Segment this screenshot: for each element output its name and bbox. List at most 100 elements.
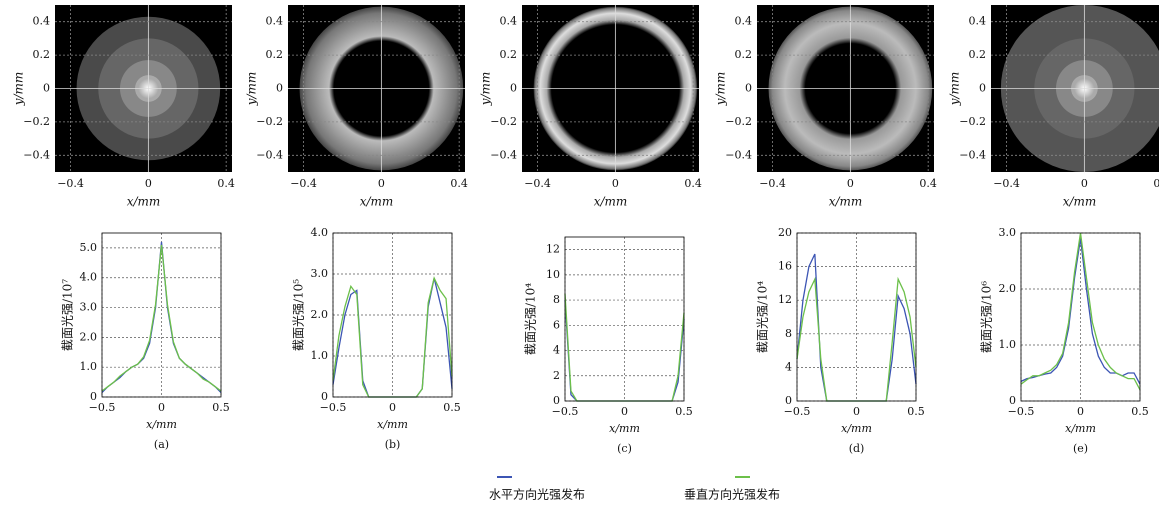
y-tick-label: 0 — [553, 394, 560, 407]
x-tick-label: 0 — [621, 405, 628, 418]
y-tick-label: 10 — [546, 268, 560, 281]
x-tick-label: 0 — [612, 177, 619, 190]
plot-frame — [332, 232, 453, 398]
y-tick-label: 3.0 — [80, 301, 98, 314]
x-tick-label: 0 — [1077, 405, 1084, 418]
x-tick-label: −0.4 — [524, 177, 551, 190]
y-axis-label: y/mm — [12, 72, 26, 107]
y-tick-label: 0 — [745, 82, 752, 95]
x-axis-label: x/mm — [146, 418, 177, 431]
plot-frame — [1020, 232, 1141, 402]
x-tick-label: −0.4 — [57, 177, 84, 190]
series-line — [101, 244, 222, 392]
y-axis-label: 截面光强/10⁶ — [980, 281, 994, 353]
y-tick-label: 3.0 — [311, 267, 329, 280]
y-axis-label: 截面光强/10⁵ — [292, 279, 306, 351]
y-tick-label: −0.4 — [256, 148, 283, 161]
x-tick-label: 0.5 — [907, 405, 925, 418]
x-tick-label: 0.5 — [1131, 405, 1149, 418]
y-axis-label: y/mm — [479, 72, 493, 107]
y-tick-label: 0 — [785, 394, 792, 407]
x-tick-label: −0.5 — [784, 405, 811, 418]
x-tick-label: 0 — [853, 405, 860, 418]
y-tick-label: −0.2 — [23, 115, 50, 128]
y-tick-label: 0 — [1009, 394, 1016, 407]
y-axis-label: y/mm — [714, 72, 728, 107]
x-tick-label: 0 — [158, 401, 165, 414]
y-tick-label: −0.4 — [23, 148, 50, 161]
caption: (d) — [849, 442, 865, 455]
y-tick-label: 4.0 — [80, 271, 98, 284]
y-tick-label: 20 — [778, 226, 792, 239]
y-axis-label: y/mm — [948, 72, 962, 107]
caption: (c) — [617, 442, 632, 455]
x-tick-label: −0.5 — [1008, 405, 1035, 418]
x-axis-label: x/mm — [377, 418, 408, 431]
y-tick-label: 2.0 — [311, 308, 329, 321]
y-tick-label: 2.0 — [80, 330, 98, 343]
y-tick-label: 0 — [979, 82, 986, 95]
x-tick-label: −0.5 — [89, 401, 116, 414]
y-tick-label: 1.0 — [311, 349, 329, 362]
x-axis-label: x/mm — [594, 195, 628, 209]
y-tick-label: 0 — [43, 82, 50, 95]
caption: (e) — [1073, 442, 1088, 455]
x-tick-label: −0.4 — [290, 177, 317, 190]
y-axis-label: 截面光强/10⁴ — [524, 283, 538, 355]
plot-frame — [796, 232, 917, 402]
y-tick-label: −0.2 — [490, 115, 517, 128]
y-tick-label: 6 — [553, 318, 560, 331]
legend-label: 水平方向光强发布 — [489, 487, 585, 502]
y-tick-label: 2 — [553, 369, 560, 382]
y-tick-label: −0.2 — [959, 115, 986, 128]
x-tick-label: −0.5 — [552, 405, 579, 418]
y-axis-label: 截面光强/10⁷ — [61, 279, 75, 351]
y-tick-label: −0.2 — [256, 115, 283, 128]
x-tick-label: 0 — [389, 401, 396, 414]
x-tick-label: 0.4 — [450, 177, 468, 190]
x-axis-label: x/mm — [829, 195, 863, 209]
x-tick-label: 0 — [145, 177, 152, 190]
x-tick-label: 0 — [378, 177, 385, 190]
y-tick-label: 0.4 — [33, 15, 51, 28]
y-tick-label: 4 — [553, 344, 560, 357]
y-tick-label: 0 — [321, 390, 328, 403]
y-tick-label: −0.4 — [490, 148, 517, 161]
y-tick-label: 4 — [785, 360, 792, 373]
y-tick-label: 5.0 — [80, 241, 98, 254]
x-tick-label: 0.5 — [675, 405, 693, 418]
y-tick-label: 1.0 — [80, 360, 98, 373]
x-axis-label: x/mm — [609, 422, 640, 435]
y-tick-label: 12 — [546, 243, 560, 256]
x-axis-label: x/mm — [127, 195, 161, 209]
y-axis-label: y/mm — [245, 72, 259, 107]
x-tick-label: 0.4 — [217, 177, 235, 190]
legend-label: 垂直方向光强发布 — [684, 487, 780, 502]
x-axis-label: x/mm — [841, 422, 872, 435]
y-tick-label: 0.2 — [735, 48, 753, 61]
y-tick-label: 0.4 — [735, 15, 753, 28]
x-axis-label: x/mm — [1063, 195, 1097, 209]
caption: (b) — [385, 438, 401, 451]
y-tick-label: 0.2 — [500, 48, 518, 61]
x-axis-label: x/mm — [360, 195, 394, 209]
series-line — [101, 241, 222, 393]
plot-frame — [101, 232, 222, 398]
x-tick-label: −0.5 — [320, 401, 347, 414]
x-axis-label: x/mm — [1065, 422, 1096, 435]
x-tick-label: 0 — [847, 177, 854, 190]
x-tick-label: 0.4 — [919, 177, 937, 190]
x-tick-label: 0 — [1081, 177, 1088, 190]
y-tick-label: 0.4 — [969, 15, 987, 28]
y-tick-label: −0.4 — [959, 148, 986, 161]
y-tick-label: 1.0 — [999, 338, 1017, 351]
y-tick-label: 12 — [778, 293, 792, 306]
y-tick-label: −0.4 — [725, 148, 752, 161]
plot-frame — [564, 236, 685, 402]
y-axis-label: 截面光强/10⁴ — [756, 281, 770, 353]
y-tick-label: 0.2 — [33, 48, 51, 61]
x-tick-label: 0.5 — [212, 401, 230, 414]
y-tick-label: 16 — [778, 260, 792, 273]
caption: (a) — [154, 438, 169, 451]
